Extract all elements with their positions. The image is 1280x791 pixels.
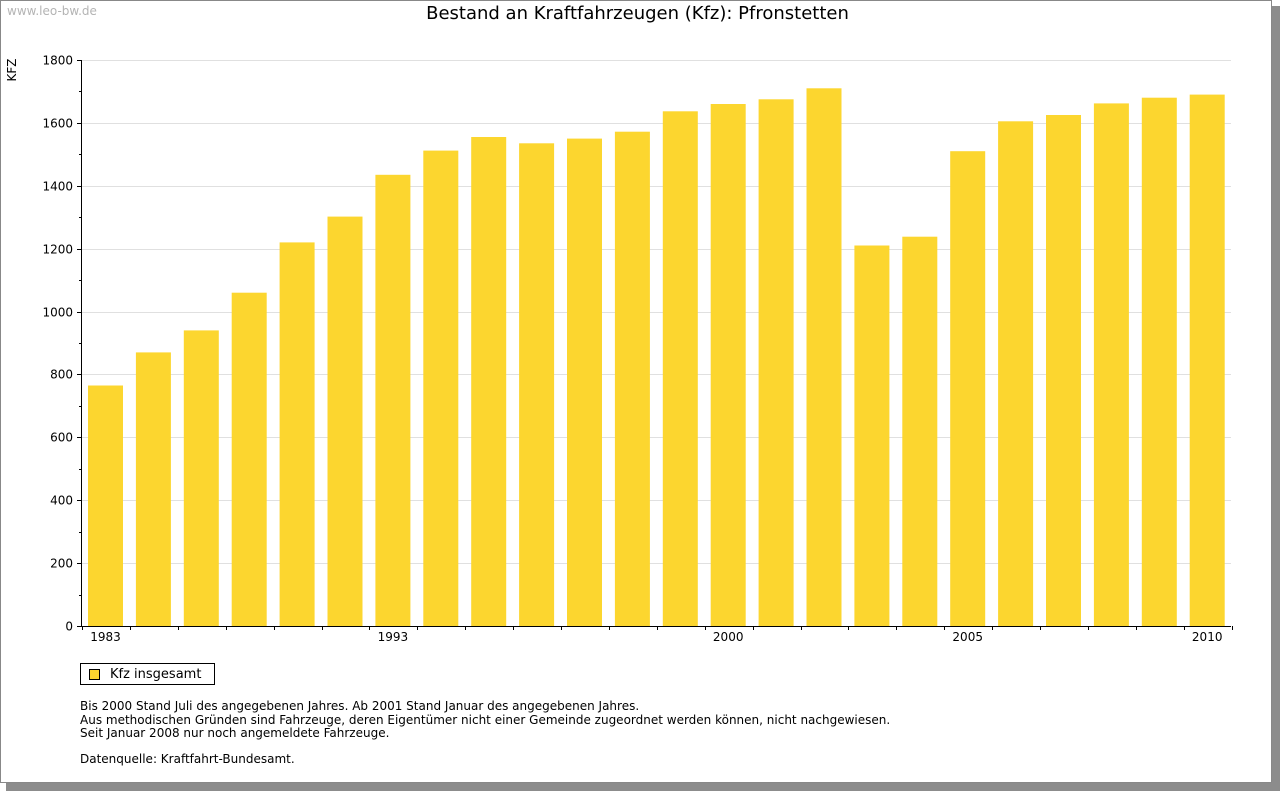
bar xyxy=(854,245,890,626)
y-tick-label: 400 xyxy=(50,494,73,508)
y-tick-label: 800 xyxy=(50,368,73,382)
bar xyxy=(327,216,363,626)
y-tick-label: 1600 xyxy=(42,117,73,131)
frame-shadow-right xyxy=(1272,6,1280,791)
legend: Kfz insgesamt xyxy=(80,663,215,685)
bar xyxy=(1093,103,1129,626)
bar xyxy=(758,99,794,627)
x-tick-label: 1993 xyxy=(378,630,409,644)
y-tick-label: 1000 xyxy=(42,306,73,320)
bar xyxy=(1046,115,1081,626)
chart-title: Bestand an Kraftfahrzeugen (Kfz): Pfrons… xyxy=(426,3,849,24)
bar xyxy=(1141,97,1177,626)
bar xyxy=(88,385,123,626)
bar xyxy=(950,151,986,626)
footnotes: Bis 2000 Stand Juli des angegebenen Jahr… xyxy=(80,699,891,741)
y-tick-label: 0 xyxy=(65,620,73,634)
footnote-line: Seit Januar 2008 nur noch angemeldete Fa… xyxy=(80,726,390,740)
x-tick-label: 2005 xyxy=(952,630,983,644)
y-ticks: 0 200 400 600 800 1000 1200 1400 1600 1800 xyxy=(42,54,81,634)
data-source: Datenquelle: Kraftfahrt-Bundesamt. xyxy=(80,752,295,766)
bar xyxy=(423,150,459,626)
bar xyxy=(279,242,315,626)
legend-label: Kfz insgesamt xyxy=(110,666,202,682)
footnote-line: Bis 2000 Stand Juli des angegebenen Jahr… xyxy=(80,699,640,713)
bar xyxy=(231,292,267,626)
y-tick-label: 600 xyxy=(50,431,73,445)
grid-lines xyxy=(81,60,1231,564)
bar xyxy=(614,131,650,626)
footnote-line: Aus methodischen Gründen sind Fahrzeuge,… xyxy=(80,712,891,727)
bar xyxy=(471,137,507,626)
bar xyxy=(710,104,746,626)
bar xyxy=(806,88,842,627)
watermark: www.leo-bw.de xyxy=(7,4,97,18)
bar xyxy=(375,174,411,627)
x-tick-label: 1983 xyxy=(90,630,121,644)
x-tick-label: 2000 xyxy=(713,630,744,644)
legend-swatch xyxy=(89,668,100,680)
bar xyxy=(902,236,938,626)
y-tick-label: 1800 xyxy=(42,54,73,68)
bar xyxy=(662,111,698,627)
bar xyxy=(567,138,602,626)
bar xyxy=(519,143,555,627)
y-tick-label: 200 xyxy=(50,557,73,571)
y-tick-label: 1400 xyxy=(42,180,73,194)
frame-shadow-bottom xyxy=(6,783,1280,791)
axes xyxy=(77,60,1231,627)
x-ticks: 1983 1993 2000 2005 2010 xyxy=(82,626,1233,644)
bar xyxy=(135,352,171,626)
y-tick-label: 1200 xyxy=(42,243,73,257)
x-tick-label: 2010 xyxy=(1192,630,1223,644)
bars xyxy=(88,88,1225,627)
bar xyxy=(183,330,219,626)
bar xyxy=(998,121,1034,627)
bar xyxy=(1189,94,1225,627)
